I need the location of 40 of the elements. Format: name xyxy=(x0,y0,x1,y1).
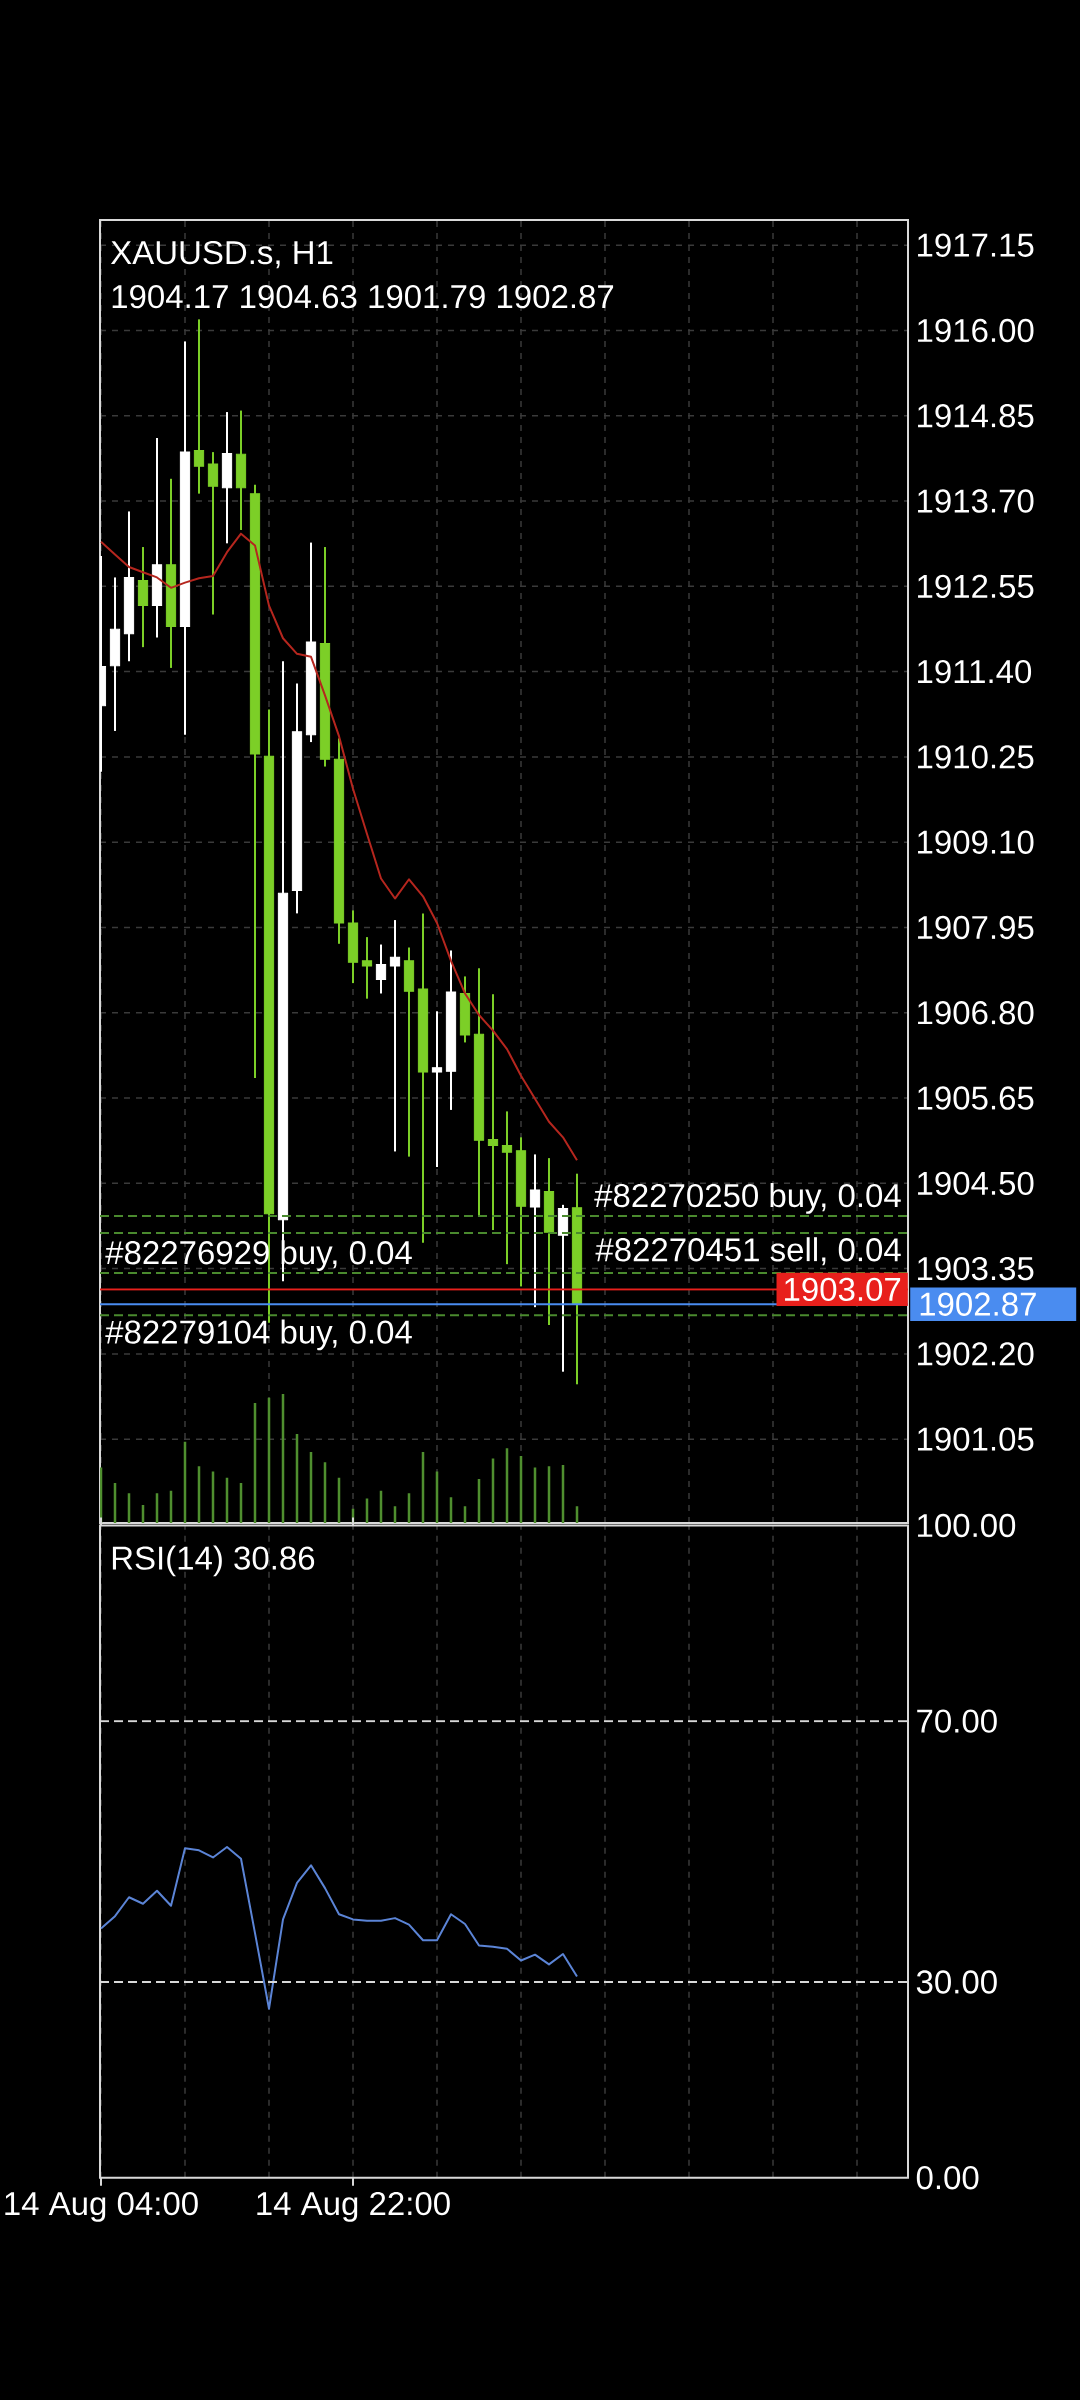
ref-line-label: #82270250 buy, 0.04 xyxy=(594,1183,901,1214)
y-tick-label: 100.00 xyxy=(918,1513,1016,1538)
y-tick-label: 1911.40 xyxy=(918,659,1032,684)
y-tick-label: 1902.20 xyxy=(918,1342,1034,1366)
y-tick-label: 1909.10 xyxy=(918,830,1034,854)
y-tick-label: 1914.85 xyxy=(918,404,1034,428)
y-tick-label: 1912.55 xyxy=(918,574,1034,599)
y-tick-label: 1904.50 xyxy=(918,1171,1034,1196)
y-tick-label: 1913.70 xyxy=(918,489,1034,513)
y-tick-label: 1906.80 xyxy=(918,1001,1034,1025)
candlestick xyxy=(431,1010,443,1169)
candlestick xyxy=(207,451,219,616)
y-tick-label: 1905.65 xyxy=(918,1086,1034,1110)
candlestick xyxy=(389,919,401,1153)
y-tick-label: 1910.25 xyxy=(918,745,1034,769)
y-tick-label: 30.00 xyxy=(916,1970,997,1994)
x-tick-label: 14 Aug 22:00 xyxy=(257,2191,450,2222)
text: RSI(14) 30.86 xyxy=(112,1545,315,1577)
y-tick-label: 1901.05 xyxy=(918,1427,1034,1451)
ref-line-label: 1902.87 xyxy=(920,1292,1036,1316)
text: XAUUSD.s, H1 xyxy=(110,240,333,269)
y-tick-label: 70.00 xyxy=(917,1709,997,1733)
candlestick xyxy=(487,993,499,1232)
text: 1904.17 1904.63 1901.79 1902.87 xyxy=(112,284,614,309)
ref-line-label: 1903.07 xyxy=(785,1277,901,1302)
candlestick xyxy=(529,1153,541,1309)
ref-line-label: #82279104 buy, 0.04 xyxy=(105,1319,412,1351)
candlestick xyxy=(193,318,205,495)
y-tick-label: 1917.15 xyxy=(918,233,1034,257)
ref-line-label: #82270451 sell, 0.04 xyxy=(595,1237,901,1266)
y-tick-label: 1916.00 xyxy=(918,318,1034,343)
candlestick xyxy=(501,1110,513,1266)
x-tick-label: 14 Aug 04:00 xyxy=(5,2191,198,2222)
y-tick-label: 1907.95 xyxy=(918,915,1034,940)
line-series xyxy=(100,532,578,1162)
line-series xyxy=(100,1846,578,2010)
y-tick-label: 1903.35 xyxy=(918,1256,1034,1281)
candlestick xyxy=(361,936,373,1000)
candlestick xyxy=(375,943,387,995)
y-tick-label: 0.00 xyxy=(916,2166,979,2190)
